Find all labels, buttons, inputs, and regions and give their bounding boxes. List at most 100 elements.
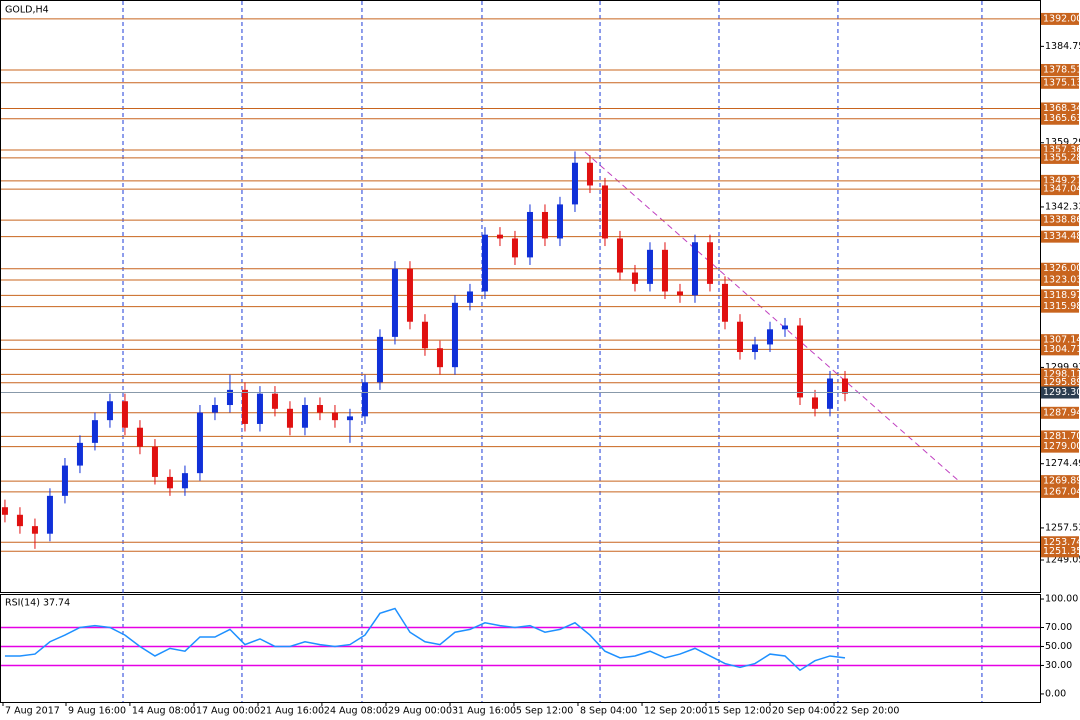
price-panel: [0, 0, 1041, 593]
x-tick-label: 12 Sep 20:00: [644, 706, 707, 717]
candle-body: [136, 427, 143, 447]
candle-body: [31, 526, 38, 534]
chart-title: GOLD,H4: [5, 5, 49, 16]
candle-body: [1, 507, 8, 515]
candle-body: [661, 249, 668, 292]
level-tag: [1041, 273, 1079, 286]
y-tick-label: 1274.49: [1045, 458, 1080, 469]
candle-body: [46, 495, 53, 534]
level-tag: [1041, 183, 1079, 196]
candle-body: [406, 268, 413, 322]
level-tag: [1041, 289, 1079, 302]
x-tick-label: 20 Sep 04:00: [772, 706, 835, 717]
level-tag: [1041, 536, 1079, 549]
candle-body: [256, 393, 263, 424]
candle-body: [226, 389, 233, 406]
level-tag: [1041, 440, 1079, 453]
level-label: 1307.14: [1043, 335, 1080, 346]
level-label: 1269.89: [1043, 476, 1080, 487]
level-label: 1334.48: [1043, 231, 1080, 242]
candle-body: [346, 416, 353, 421]
y-tick-label: 1249.05: [1045, 555, 1080, 566]
level-label: 1368.34: [1043, 103, 1080, 114]
x-tick-label: 17 Aug 00:00: [196, 706, 260, 717]
level-tag: [1041, 102, 1079, 115]
level-label: 1365.63: [1043, 113, 1080, 124]
candle-body: [511, 238, 518, 258]
level-tag: [1041, 406, 1079, 419]
level-label: 1378.51: [1043, 64, 1080, 75]
candle-body: [691, 242, 698, 296]
candle-body: [166, 476, 173, 489]
rsi-panel: [0, 594, 1041, 703]
rsi-line: [4, 607, 846, 672]
level-tag: [1041, 230, 1079, 243]
candle-body: [841, 378, 848, 394]
candle-body: [106, 401, 113, 421]
level-label: 1323.03: [1043, 274, 1080, 285]
level-tag: [1041, 343, 1079, 356]
level-label: 1295.89: [1043, 377, 1080, 388]
level-tag: [1041, 334, 1079, 347]
level-tag: [1041, 112, 1079, 125]
level-label: 1347.04: [1043, 184, 1080, 195]
candle-body: [331, 412, 338, 421]
rsi-title: RSI(14) 37.74: [5, 598, 70, 609]
y-tick-label: 1342.33: [1045, 201, 1080, 212]
y-tick-label: 1359.29: [1045, 137, 1080, 148]
candle-body: [826, 378, 833, 409]
candle-body: [706, 242, 713, 284]
level-label: 1357.36: [1043, 145, 1080, 156]
x-tick-label: 21 Aug 16:00: [260, 706, 324, 717]
x-tick-label: 15 Sep 12:00: [708, 706, 771, 717]
x-tick-label: 9 Aug 16:00: [68, 706, 126, 717]
candle-body: [526, 211, 533, 258]
candle-body: [571, 162, 578, 205]
x-tick-label: 24 Aug 08:00: [324, 706, 388, 717]
candle-body: [676, 291, 683, 296]
candle-body: [376, 336, 383, 383]
level-label: 1318.97: [1043, 290, 1080, 301]
current-price-label: 1293.30: [1043, 387, 1080, 398]
candle-body: [121, 401, 128, 428]
candle-body: [361, 382, 368, 417]
level-tag: [1041, 76, 1079, 89]
candle-body: [76, 442, 83, 466]
level-tag: [1041, 545, 1079, 558]
x-tick-label: 8 Sep 04:00: [580, 706, 637, 717]
level-tag: [1041, 300, 1079, 313]
level-label: 1304.71: [1043, 344, 1080, 355]
candle-body: [646, 249, 653, 284]
level-label: 1338.86: [1043, 215, 1080, 226]
x-tick-label: 14 Aug 08:00: [132, 706, 196, 717]
candle-body: [241, 389, 248, 424]
level-tag: [1041, 430, 1079, 443]
candle-body: [496, 234, 503, 239]
candle-body: [196, 412, 203, 474]
y-tick-label: 1299.93: [1045, 362, 1080, 373]
level-label: 1279.00: [1043, 441, 1080, 452]
level-label: 1253.74: [1043, 537, 1080, 548]
candle-body: [181, 473, 188, 489]
level-label: 1326.00: [1043, 263, 1080, 274]
level-tag: [1041, 475, 1079, 488]
candle-body: [451, 302, 458, 368]
candle-body: [796, 325, 803, 398]
candle-body: [751, 344, 758, 353]
candle-body: [286, 408, 293, 428]
level-label: 1251.35: [1043, 546, 1080, 557]
candle-body: [391, 268, 398, 337]
candle-body: [61, 465, 68, 496]
x-tick-label: 31 Aug 16:00: [452, 706, 516, 717]
x-tick-label: 5 Sep 12:00: [516, 706, 573, 717]
level-label: 1315.98: [1043, 301, 1080, 312]
level-label: 1355.28: [1043, 152, 1080, 163]
candle-body: [766, 329, 773, 345]
rsi-y-tick-label: 0.00: [1045, 688, 1066, 699]
candle-body: [811, 397, 818, 409]
x-tick-label: 22 Sep 20:00: [836, 706, 899, 717]
level-tag: [1041, 151, 1079, 164]
y-tick-label: 1384.75: [1045, 41, 1080, 52]
trend-line: [584, 151, 961, 483]
